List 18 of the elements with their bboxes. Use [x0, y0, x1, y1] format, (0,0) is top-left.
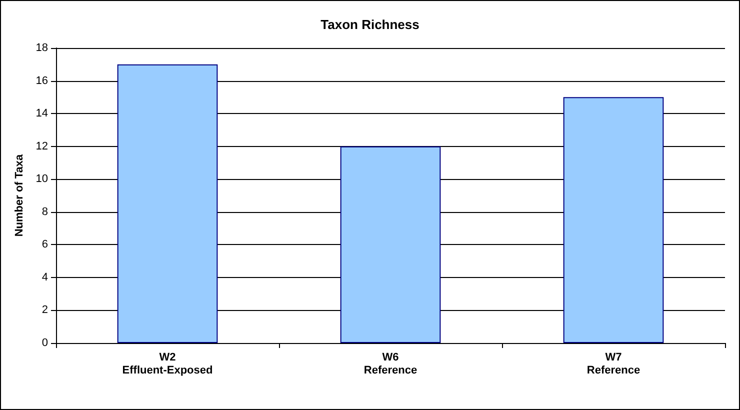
bar: [340, 146, 441, 343]
y-tick-label: 8: [42, 206, 48, 218]
y-tick-label: 14: [36, 108, 48, 120]
y-tick-label: 16: [36, 74, 48, 87]
x-tick-label: W2 Effluent-Exposed: [122, 352, 213, 376]
y-tick-label: 4: [42, 271, 48, 284]
y-tick-label: 0: [42, 337, 48, 349]
bar: [117, 64, 218, 343]
x-tick-label: W7 Reference: [586, 352, 640, 376]
x-tick-label: W6 Reference: [364, 352, 418, 376]
y-tick-label: 18: [36, 42, 48, 54]
y-tick-label: 6: [42, 238, 48, 251]
bar: [563, 97, 664, 343]
y-tick-label: 10: [36, 173, 48, 186]
chart-title: Taxon Richness: [320, 17, 420, 32]
y-axis-title: Number of Taxa: [13, 153, 26, 237]
y-tick-label: 2: [42, 304, 48, 316]
y-tick-label: 12: [36, 140, 48, 152]
